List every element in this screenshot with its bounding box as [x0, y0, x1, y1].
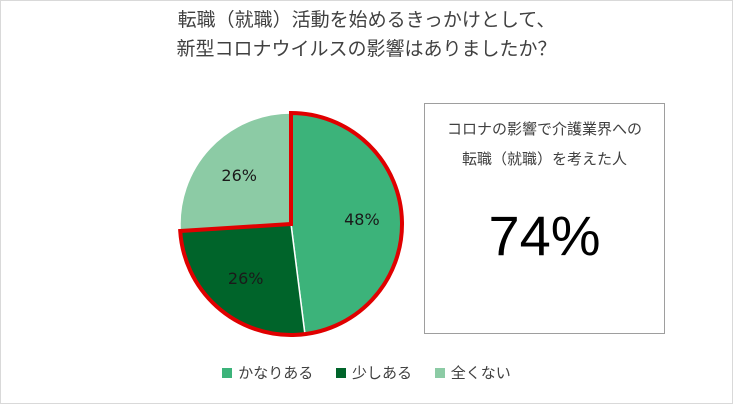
pie-highlight-outline [178, 110, 404, 337]
callout-caption-line-2: 転職（就職）を考えた人 [461, 150, 627, 168]
legend-label-mattaku-nai: 全くない [450, 364, 511, 382]
pie-label-mattaku-nai: 26% [221, 166, 257, 185]
legend-swatch-mattaku-nai [434, 368, 445, 378]
legend-label-sukoshi-aru: 少しある [351, 364, 412, 382]
chart-title-line-2: 新型コロナウイルスの影響はありましたか？ [176, 38, 557, 60]
callout-value: 74% [488, 204, 601, 267]
chart-title-line-1: 転職（就職）活動を始めるきっかけとして、 [177, 9, 556, 31]
legend-item-mattaku-nai: 全くない [434, 362, 511, 384]
pie-slice-mattaku-nai [179, 112, 292, 232]
legend-label-kanari-aru: かなりある [238, 364, 314, 382]
legend-swatch-kanari-aru [222, 368, 233, 378]
callout-caption: コロナの影響で介護業界への 転職（就職）を考えた人 [425, 114, 664, 174]
chart-title: 転職（就職）活動を始めるきっかけとして、 新型コロナウイルスの影響はありましたか… [0, 6, 733, 64]
chart-legend: かなりある 少しある 全くない [0, 362, 733, 384]
legend-swatch-sukoshi-aru [335, 368, 346, 378]
legend-item-kanari-aru: かなりある [222, 362, 313, 384]
callout-box: コロナの影響で介護業界への 転職（就職）を考えた人 74% [424, 103, 665, 334]
pie-label-kanari-aru: 48% [344, 210, 380, 229]
pie-label-sukoshi-aru: 26% [228, 269, 264, 288]
callout-caption-line-1: コロナの影響で介護業界への [446, 120, 642, 138]
legend-item-sukoshi-aru: 少しある [335, 362, 412, 384]
